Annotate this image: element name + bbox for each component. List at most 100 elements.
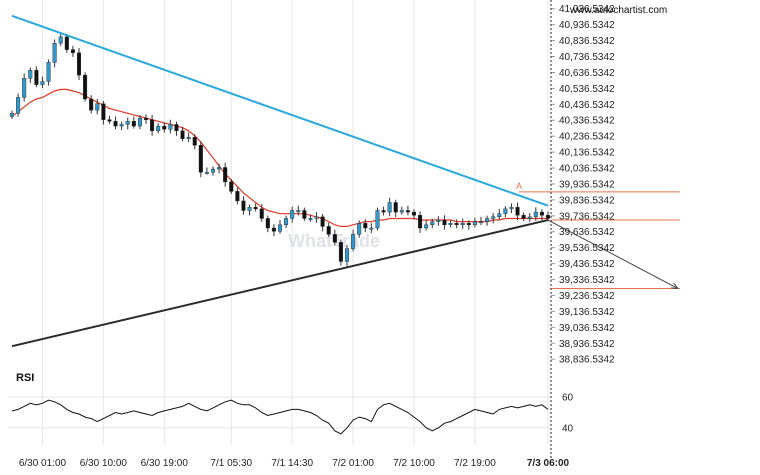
candle-body (34, 70, 39, 85)
candle-body (143, 117, 148, 120)
candle-body (460, 223, 465, 226)
axis-layer: 6/30 01:00 6/30 10:00 6/30 19:00 7/1 05:30 7… (19, 0, 615, 469)
x-tick-label: 7/1 05:30 (210, 458, 252, 469)
candle-body (338, 242, 343, 262)
y-tick-label: 40,436.5342 (559, 100, 615, 111)
site-url[interactable]: www.autochartist.com (569, 5, 667, 16)
candle-body (479, 221, 484, 224)
candle-body (198, 144, 203, 173)
candle-body (284, 218, 289, 226)
x-tick-label: 7/2 01:00 (332, 458, 374, 469)
candle-body (418, 215, 423, 229)
y-tick-label: 38,836.5342 (559, 355, 615, 366)
candle-body (180, 130, 185, 140)
candle-body (168, 124, 173, 130)
candle-body (22, 78, 27, 98)
candle-body (46, 62, 51, 82)
y-tick-label: 39,836.5342 (559, 195, 615, 206)
candle-body (107, 119, 112, 122)
y-tick-label: 39,036.5342 (559, 323, 615, 334)
candle-body (326, 226, 331, 235)
candle-body (472, 221, 477, 226)
rsi-line (11, 399, 549, 435)
candle-body (320, 216, 325, 227)
y-tick-label: 40,036.5342 (559, 164, 615, 175)
candle-body (210, 168, 215, 173)
y-tick-label: 40,336.5342 (559, 116, 615, 127)
candle-body (58, 36, 63, 44)
y-tick-label: 39,936.5342 (559, 179, 615, 190)
candle-body (448, 223, 453, 226)
candle-body (64, 36, 69, 50)
y-tick-label: 39,736.5342 (559, 211, 615, 222)
candle-body (393, 202, 398, 213)
candle-body (101, 103, 106, 120)
resistance-trendline (11, 14, 549, 207)
x-tick-label: 6/30 01:00 (19, 458, 67, 469)
candle-body (241, 200, 246, 211)
candle-body (387, 202, 392, 213)
support-trendline (11, 219, 549, 348)
candle-body (442, 219, 447, 226)
candle-body (89, 98, 94, 111)
candle-body (399, 210, 404, 213)
candle-body (156, 125, 161, 132)
rsi-panel: 60 40 (8, 393, 574, 435)
candles-layer (9, 32, 551, 267)
x-tick-label: 7/1 14:30 (271, 458, 313, 469)
y-tick-label: 40,136.5342 (559, 148, 615, 159)
y-tick-label: 39,536.5342 (559, 243, 615, 254)
candle-body (186, 137, 191, 140)
y-tick-label: 39,136.5342 (559, 307, 615, 318)
candle-body (113, 121, 118, 127)
candle-body (491, 216, 496, 219)
candle-body (162, 125, 167, 130)
grid-layer (41, 0, 549, 445)
candle-body (351, 234, 356, 249)
candle-body (247, 207, 252, 211)
y-tick-label: 38,936.5342 (559, 339, 615, 350)
candle-body (235, 191, 240, 202)
candle-body (16, 97, 21, 114)
rsi-tick-label: 60 (562, 393, 574, 404)
candle-body (259, 208, 264, 219)
candle-body (503, 208, 508, 214)
x-tick-label: 7/2 19:00 (454, 458, 496, 469)
candle-body (345, 248, 350, 262)
rsi-title: RSI (16, 372, 34, 384)
candle-body (217, 167, 222, 170)
candle-body (424, 224, 429, 229)
y-tick-label: 40,736.5342 (559, 52, 615, 63)
pattern-layer: A (11, 14, 680, 348)
candle-body (265, 218, 270, 229)
pattern-marker-a: A (516, 181, 522, 191)
candle-body (204, 172, 209, 174)
candle-body (308, 218, 313, 220)
candle-body (436, 219, 441, 222)
candle-body (375, 210, 380, 229)
candle-body (381, 210, 386, 213)
candle-body (430, 221, 435, 226)
candle-body (332, 234, 337, 243)
y-tick-label: 39,636.5342 (559, 227, 615, 238)
candle-body (119, 124, 124, 127)
x-tick-label: 7/2 10:00 (393, 458, 435, 469)
candle-body (521, 215, 526, 219)
candle-body (229, 181, 234, 192)
candle-body (405, 210, 410, 213)
candle-body (278, 224, 283, 232)
candle-body (174, 124, 179, 132)
y-tick-label: 40,836.5342 (559, 36, 615, 47)
candle-body (271, 227, 276, 232)
candle-body (137, 117, 142, 127)
candle-body (95, 103, 100, 111)
candle-body (314, 216, 319, 219)
x-tick-label: 7/3 06:00 (527, 458, 570, 469)
candle-body (363, 223, 368, 229)
candle-body (466, 223, 471, 226)
forecast-arrow-head (670, 282, 679, 290)
candle-body (192, 137, 197, 146)
x-tick-label: 6/30 19:00 (141, 458, 189, 469)
candle-body (546, 215, 551, 219)
